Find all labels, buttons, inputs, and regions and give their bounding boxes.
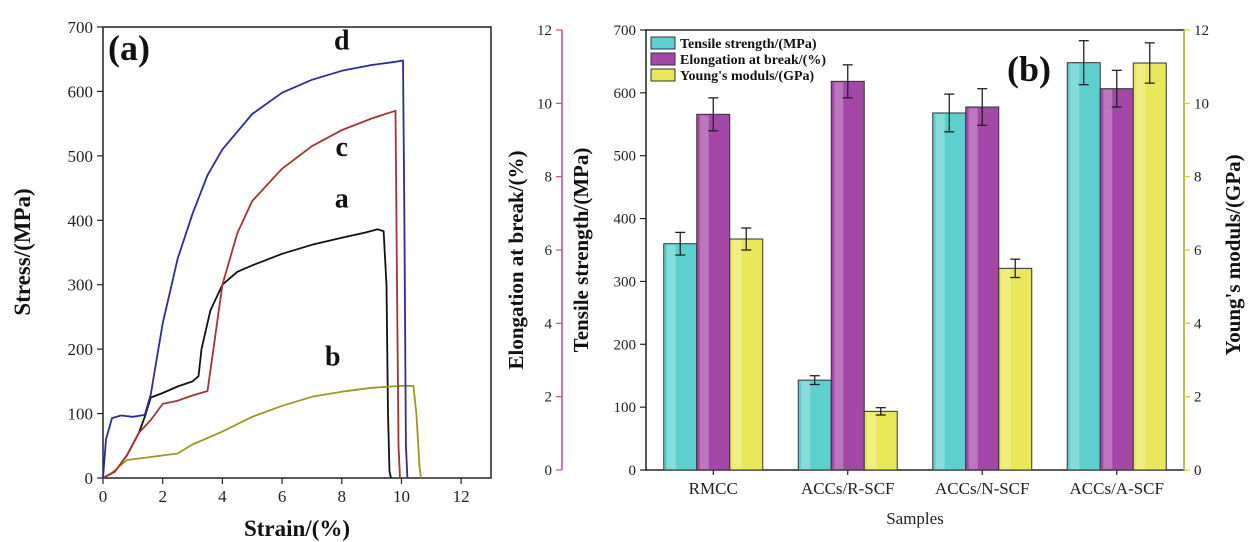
- curve-label-d: d: [334, 26, 350, 57]
- panel-a-y-tick-label: 100: [68, 405, 94, 424]
- elongation-tick-label: 2: [545, 390, 553, 406]
- panel-a-y-tick-label: 400: [68, 211, 94, 230]
- category-label: ACCs/N-SCF: [935, 479, 1029, 498]
- tensile-tick-label: 0: [629, 463, 637, 479]
- curve-c: [102, 109, 401, 479]
- panel-a-x-tick-label: 6: [278, 487, 287, 506]
- panel-b-right-y-axis-title: Young's moduls/(GPa): [1221, 154, 1245, 355]
- panel-a-x-axis-title: Strain/(%): [244, 516, 350, 541]
- panel-a-plot-frame: [102, 26, 492, 479]
- bar: [863, 410, 898, 471]
- panel-a-y-tick-label: 700: [68, 18, 94, 37]
- youngs-tick-label: 12: [1194, 23, 1209, 39]
- elongation-tick-label: 10: [537, 96, 552, 112]
- bar: [830, 80, 865, 471]
- panel-b-x-axis-title: Samples: [886, 509, 944, 528]
- panel-b-category-labels: RMCC ACCs/R-SCF ACCs/N-SCF ACCs/A-SCF: [689, 470, 1164, 498]
- youngs-tick-label: 10: [1194, 96, 1209, 112]
- bar: [932, 112, 967, 471]
- category-label: RMCC: [689, 479, 738, 498]
- tensile-tick-label: 200: [614, 337, 637, 353]
- panel-a-x-tick-label: 8: [338, 487, 347, 506]
- bar-highlight: [1070, 63, 1080, 469]
- tensile-tick-label: 400: [614, 212, 637, 228]
- bar-highlight: [834, 82, 844, 469]
- panel-b-left-y-axis-title: Tensile strength/(MPa): [569, 148, 593, 353]
- panel-b-bar-chart: 0 2 4 6 8 10 12 0 100 200 300 400 500 600 700 0 2 4 6 8 10…: [504, 23, 1245, 528]
- curve-label-a: a: [335, 183, 349, 214]
- legend-label: Tensile strength/(MPa): [680, 37, 817, 52]
- youngs-tick-label: 6: [1194, 243, 1202, 259]
- tensile-tick-label: 600: [614, 86, 637, 102]
- elongation-tick-label: 12: [537, 23, 552, 39]
- bar: [729, 238, 764, 471]
- category-label: ACCs/R-SCF: [801, 479, 895, 498]
- bar-highlight: [732, 240, 742, 469]
- bar-highlight: [666, 244, 676, 469]
- panel-b-elongation-ticks: 0 2 4 6 8 10 12: [537, 23, 562, 479]
- panel-a-y-ticks: 0 100 200 300 400 500 600 700: [68, 18, 103, 488]
- panel-a-x-tick-label: 12: [453, 487, 470, 506]
- panel-a-x-tick-label: 2: [158, 487, 167, 506]
- panel-a-x-tick-label: 10: [393, 487, 410, 506]
- bar-highlight: [867, 412, 877, 469]
- legend-label: Young's moduls/(GPa): [680, 69, 815, 84]
- bar-highlight: [1103, 89, 1113, 470]
- legend-swatch: [650, 68, 676, 82]
- curve-b: [102, 384, 422, 479]
- elongation-tick-label: 0: [545, 463, 553, 479]
- bar-highlight: [968, 108, 978, 469]
- legend-swatch: [650, 52, 676, 66]
- legend-swatch: [650, 36, 676, 50]
- panel-b-outer-y-axis-title: Elongation at break/(%): [504, 151, 528, 370]
- bar: [998, 267, 1033, 471]
- youngs-tick-label: 4: [1194, 316, 1202, 332]
- bar-highlight: [935, 113, 945, 469]
- panel-b-bars: [663, 62, 1167, 471]
- curve-label-b: b: [325, 341, 341, 372]
- elongation-tick-label: 6: [545, 243, 553, 259]
- curve-a: [102, 228, 392, 479]
- panel-a-y-tick-label: 300: [68, 276, 94, 295]
- panel-b-youngs-ticks: 0 2 4 6 8 10 12: [1184, 23, 1209, 479]
- panel-a-x-tick-label: 4: [218, 487, 227, 506]
- curve-d: [102, 59, 409, 479]
- tensile-tick-label: 700: [614, 23, 637, 39]
- panel-a-x-tick-label: 0: [99, 487, 108, 506]
- panel-a-label: (a): [108, 28, 150, 68]
- elongation-tick-label: 4: [545, 316, 553, 332]
- tensile-tick-label: 500: [614, 149, 637, 165]
- bar-highlight: [801, 381, 811, 469]
- panel-a-stress-strain-chart: 0 100 200 300 400 500 600 700 0 2 4 6 8 10 12 a b c d (a…: [10, 18, 492, 541]
- youngs-tick-label: 2: [1194, 390, 1202, 406]
- bar-highlight: [1001, 269, 1011, 469]
- elongation-tick-label: 8: [545, 170, 553, 186]
- tensile-tick-label: 300: [614, 274, 637, 290]
- curve-label-c: c: [336, 132, 348, 163]
- bar: [1132, 62, 1167, 471]
- panel-a-y-tick-label: 600: [68, 82, 94, 101]
- bar: [797, 379, 832, 471]
- bar-highlight: [699, 115, 709, 469]
- panel-a-curves: [102, 59, 422, 479]
- panel-a-y-tick-label: 0: [85, 469, 94, 488]
- youngs-tick-label: 8: [1194, 170, 1202, 186]
- bar: [1066, 62, 1101, 471]
- panel-a-y-axis-title: Stress/(MPa): [10, 188, 35, 315]
- tensile-tick-label: 100: [614, 400, 637, 416]
- youngs-tick-label: 0: [1194, 463, 1202, 479]
- bar-highlight: [1136, 64, 1146, 469]
- panel-b-error-bars: [675, 40, 1155, 416]
- panel-a-curve-labels: a b c d: [325, 26, 350, 373]
- panel-a-x-ticks: 0 2 4 6 8 10 12: [99, 478, 470, 506]
- panel-a-y-tick-label: 200: [68, 340, 94, 359]
- panel-b-label: (b): [1007, 49, 1051, 89]
- category-label: ACCs/A-SCF: [1070, 479, 1164, 498]
- legend-label: Elongation at break/(%): [680, 53, 826, 68]
- panel-b-legend: Tensile strength/(MPa)Elongation at brea…: [650, 36, 826, 84]
- panel-a-y-tick-label: 500: [68, 147, 94, 166]
- panel-b-tensile-ticks: 0 100 200 300 400 500 600 700: [614, 23, 646, 479]
- bar: [1099, 88, 1134, 471]
